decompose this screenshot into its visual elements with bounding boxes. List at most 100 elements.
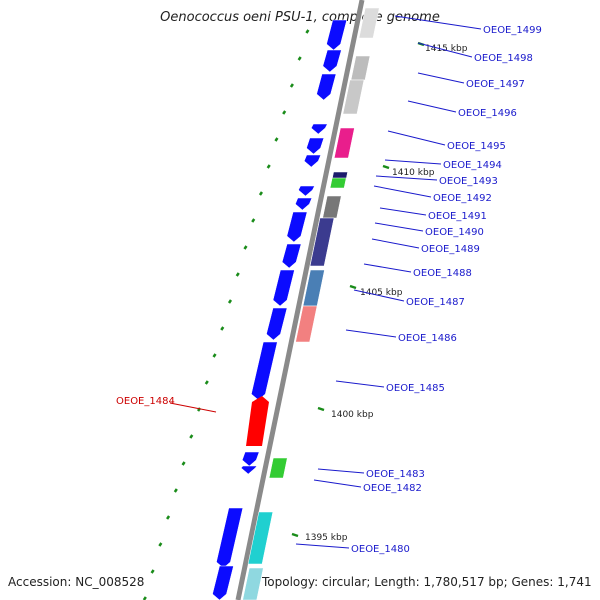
ring-dot [204, 380, 209, 385]
gene-label: OEOE_1491 [428, 211, 487, 222]
gene-leader-line [353, 289, 405, 302]
ring-dot [235, 272, 240, 277]
gene-leader-line [313, 479, 362, 488]
gene-label: OEOE_1493 [439, 176, 498, 187]
gene-label: OEOE_1488 [413, 268, 472, 279]
gene-block [322, 195, 342, 219]
ring-dot [220, 326, 225, 331]
ring-dot [266, 164, 271, 169]
gene-block [251, 341, 278, 401]
gene-block [303, 154, 322, 168]
gene-block [309, 217, 335, 267]
gene-block [266, 307, 288, 341]
ring-dot [258, 191, 264, 196]
gene-block [268, 457, 288, 479]
highlighted-leader-line [169, 402, 217, 413]
ring-dot [282, 110, 287, 115]
gene-leader-line [335, 380, 385, 388]
gene-leader-line [394, 15, 482, 30]
gene-label: OEOE_1480 [351, 544, 410, 555]
gene-leader-line [384, 159, 442, 165]
gene-block [295, 305, 318, 343]
ring-dot [243, 245, 248, 250]
gene-label: OEOE_1492 [433, 193, 492, 204]
gene-block [286, 211, 308, 243]
gene-label: OEOE_1487 [406, 297, 465, 308]
gene-leader-line [317, 468, 365, 474]
gene-block [216, 507, 244, 569]
scale-label: 1410 kbp [392, 168, 435, 178]
gene-block [316, 73, 337, 101]
ring-dot [274, 137, 279, 142]
ring-dot [305, 29, 310, 34]
gene-label: OEOE_1499 [483, 25, 542, 36]
scale-tick [317, 406, 325, 412]
ring-dot [297, 56, 302, 61]
scale-label: 1395 kbp [305, 533, 348, 543]
gene-leader-line [373, 185, 432, 198]
gene-label: OEOE_1496 [458, 108, 517, 119]
gene-block [242, 567, 264, 600]
gene-leader-line [371, 238, 420, 249]
gene-block [326, 19, 348, 51]
ring-dot [251, 218, 256, 223]
ring-dot [173, 488, 178, 493]
gene-block [272, 269, 295, 307]
gene-label: OEOE_1498 [474, 53, 533, 64]
gene-label: OEOE_1497 [466, 79, 525, 90]
gene-block [322, 49, 342, 73]
scale-tick [382, 164, 390, 170]
gene-leader-line [417, 72, 465, 84]
gene-block [240, 465, 258, 475]
gene-block [241, 451, 260, 467]
accession-label: Accession: NC_008528 [8, 575, 145, 589]
gene-leader-line [379, 207, 427, 216]
scale-tick [291, 532, 299, 538]
gene-label: OEOE_1490 [425, 227, 484, 238]
gene-block [212, 565, 234, 600]
ring-dot [227, 299, 233, 304]
gene-block [298, 185, 315, 197]
gene-label: OEOE_1489 [421, 244, 480, 255]
gene-block [295, 197, 313, 211]
gene-block [329, 177, 347, 189]
gene-leader-line [407, 100, 457, 113]
gene-leader-line [375, 175, 438, 181]
gene-leader-line [417, 42, 473, 58]
ring-dot [150, 569, 155, 574]
gene-block [342, 79, 365, 115]
ring-dot [289, 83, 294, 88]
gene-leader-line [374, 222, 424, 232]
genome-backbone [235, 0, 365, 600]
gene-label: OEOE_1483 [366, 469, 425, 480]
gene-block [306, 137, 325, 155]
gene-label: OEOE_1486 [398, 333, 457, 344]
gene-leader-line [345, 329, 397, 338]
gene-leader-line [363, 263, 412, 273]
gene-block [333, 127, 355, 159]
gene-label: OEOE_1495 [447, 141, 506, 152]
gene-block-highlighted [246, 396, 269, 446]
scale-tick [349, 284, 357, 290]
gene-leader-line [295, 543, 350, 549]
ring-dot [189, 434, 194, 439]
ring-dot [212, 353, 217, 358]
gene-block [247, 511, 274, 565]
ring-dot [166, 515, 171, 520]
gene-leader-line [387, 130, 446, 146]
ring-dot [158, 542, 163, 547]
gene-label: OEOE_1482 [363, 483, 422, 494]
scale-label: 1405 kbp [360, 288, 403, 298]
highlighted-gene-label: OEOE_1484 [116, 396, 175, 407]
gene-block [310, 123, 328, 135]
gene-block [281, 243, 302, 269]
ring-dot [181, 461, 186, 466]
gene-block [358, 7, 380, 39]
topology-summary: Topology: circular; Length: 1,780,517 bp… [262, 575, 592, 589]
gene-block [350, 55, 371, 81]
gene-label: OEOE_1485 [386, 383, 445, 394]
scale-label: 1415 kbp [425, 44, 468, 54]
scale-label: 1400 kbp [331, 410, 374, 420]
